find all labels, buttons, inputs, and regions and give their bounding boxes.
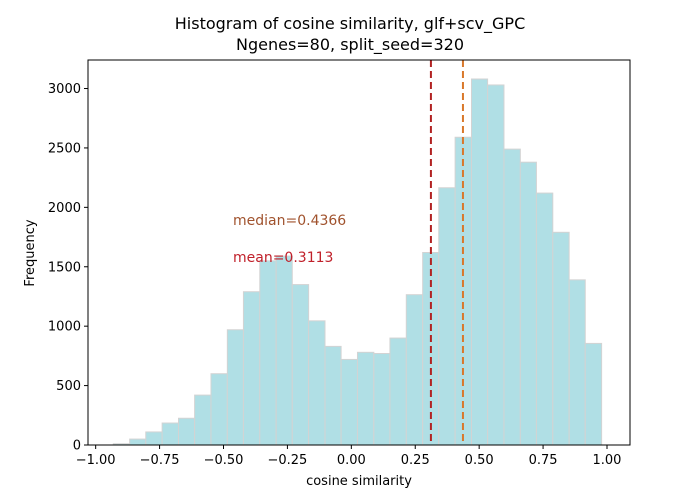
y-tick-label: 1000 bbox=[48, 320, 81, 335]
median-annotation: median=0.4366 bbox=[233, 213, 346, 229]
x-axis-ticks: −1.00 −0.75 −0.50 −0.25 0.00 0.25 0.50 0.75 1.00 bbox=[76, 445, 622, 468]
histogram-bar bbox=[226, 329, 244, 446]
x-axis-label: cosine similarity bbox=[306, 474, 412, 489]
histogram-bar bbox=[373, 353, 391, 446]
y-axis-ticks: 0 500 1000 1500 2000 2500 3000 bbox=[48, 82, 88, 454]
chart-title: Histogram of cosine similarity, glf+scv_… bbox=[174, 14, 526, 33]
x-tick-label: −0.75 bbox=[140, 453, 180, 468]
x-tick-label: −0.50 bbox=[204, 453, 244, 468]
y-tick-label: 1500 bbox=[48, 260, 81, 275]
y-tick-label: 0 bbox=[73, 439, 81, 454]
x-tick-label: 0.25 bbox=[401, 453, 430, 468]
y-axis-label: Frequency bbox=[23, 219, 38, 286]
histogram-bar bbox=[470, 78, 489, 446]
histogram-bar bbox=[405, 294, 424, 446]
histogram-bar bbox=[145, 431, 163, 446]
chart-subtitle: Ngenes=80, split_seed=320 bbox=[235, 35, 464, 54]
x-tick-label: −0.25 bbox=[267, 453, 307, 468]
mean-annotation: mean=0.3113 bbox=[233, 250, 333, 266]
histogram-bar bbox=[487, 84, 505, 446]
histogram-bar bbox=[275, 255, 293, 446]
x-tick-label: −1.00 bbox=[76, 453, 116, 468]
x-tick-label: 1.00 bbox=[593, 453, 622, 468]
histogram-bar bbox=[356, 351, 375, 446]
y-tick-label: 500 bbox=[56, 379, 81, 394]
histogram-bar bbox=[438, 187, 456, 446]
histogram-bar bbox=[340, 358, 358, 446]
histogram-bar bbox=[291, 284, 310, 446]
histogram-bar bbox=[178, 417, 196, 446]
histogram-bar bbox=[161, 422, 180, 446]
histogram-bar bbox=[503, 148, 521, 446]
histogram-bar bbox=[535, 192, 554, 446]
y-tick-label: 2500 bbox=[48, 141, 81, 156]
y-tick-label: 3000 bbox=[48, 82, 81, 97]
histogram-bar bbox=[308, 320, 326, 446]
histogram-bar bbox=[324, 345, 342, 446]
histogram-bar bbox=[584, 342, 603, 446]
y-tick-label: 2000 bbox=[48, 201, 81, 216]
histogram-bar bbox=[194, 394, 212, 446]
plot-frame bbox=[87, 59, 631, 446]
bars-group bbox=[112, 78, 603, 446]
histogram-bar bbox=[242, 291, 261, 446]
reference-lines-group bbox=[429, 60, 464, 445]
histogram-bar bbox=[389, 337, 407, 446]
x-tick-label: 0.00 bbox=[337, 453, 366, 468]
histogram-bar bbox=[568, 279, 586, 446]
x-tick-label: 0.75 bbox=[529, 453, 558, 468]
histogram-bar bbox=[519, 161, 537, 446]
x-tick-label: 0.50 bbox=[465, 453, 494, 468]
histogram-bar bbox=[129, 438, 147, 446]
histogram-bar bbox=[552, 231, 570, 446]
histogram-bar bbox=[259, 260, 277, 446]
histogram-bar bbox=[210, 373, 228, 446]
